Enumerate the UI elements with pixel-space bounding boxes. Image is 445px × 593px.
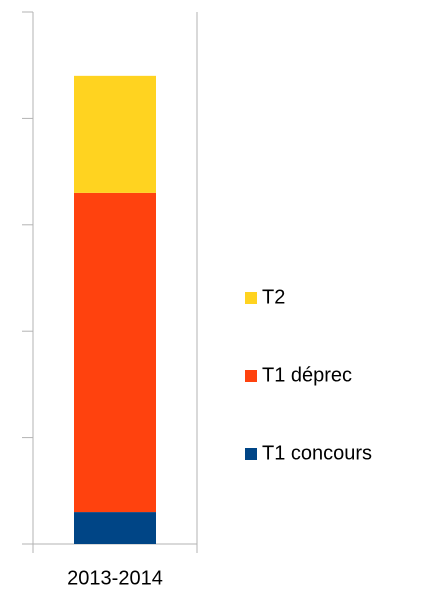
legend-swatch xyxy=(245,292,257,304)
x-tick-label: 2013-2014 xyxy=(67,567,163,589)
legend-label: T2 xyxy=(262,286,285,308)
bar-segment xyxy=(74,512,156,544)
legend-label: T1 concours xyxy=(262,442,372,464)
legend-swatch xyxy=(245,370,257,382)
legend-swatch xyxy=(245,448,257,460)
bar-segment xyxy=(74,192,156,513)
bar-segment xyxy=(74,75,156,193)
legend-label: T1 déprec xyxy=(262,364,352,386)
